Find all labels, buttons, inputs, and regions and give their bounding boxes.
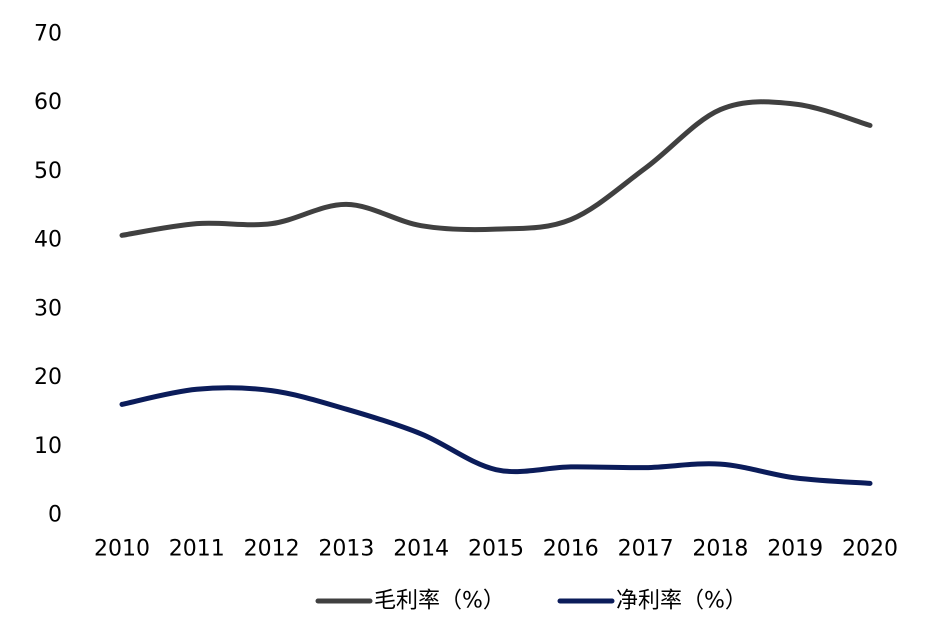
legend-item-0: 毛利率（%） bbox=[315, 589, 505, 614]
legend-item-1: 净利率（%） bbox=[557, 589, 747, 614]
legend-label: 毛利率（%） bbox=[374, 589, 505, 614]
x-tick-label: 2018 bbox=[692, 537, 748, 562]
x-tick-label: 2012 bbox=[244, 537, 300, 562]
x-tick-label: 2017 bbox=[618, 537, 674, 562]
y-tick-label: 40 bbox=[34, 228, 62, 253]
legend: 毛利率（%） 净利率（%） bbox=[315, 589, 747, 614]
x-tick-label: 2020 bbox=[842, 537, 898, 562]
x-tick-label: 2019 bbox=[767, 537, 823, 562]
x-tick-label: 2016 bbox=[543, 537, 599, 562]
y-tick-label: 70 bbox=[34, 22, 62, 47]
x-tick-label: 2010 bbox=[94, 537, 150, 562]
x-tick-label: 2015 bbox=[468, 537, 524, 562]
legend-label: 净利率（%） bbox=[616, 589, 747, 614]
y-tick-label: 50 bbox=[34, 159, 62, 184]
series-lines bbox=[119, 99, 873, 486]
x-axis-tick-labels: 2010 2011 2012 2013 2014 2015 2016 2017 2018 2019… bbox=[94, 537, 898, 562]
x-tick-label: 2014 bbox=[393, 537, 449, 562]
x-tick-label: 2013 bbox=[318, 537, 374, 562]
y-tick-label: 20 bbox=[34, 365, 62, 390]
y-tick-label: 60 bbox=[34, 90, 62, 115]
series-line-1 bbox=[119, 385, 873, 486]
y-axis-tick-labels: 0 10 20 30 40 50 60 70 bbox=[34, 22, 62, 528]
y-tick-label: 30 bbox=[34, 296, 62, 321]
x-tick-label: 2011 bbox=[169, 537, 225, 562]
series-line-0 bbox=[119, 99, 873, 238]
y-tick-label: 10 bbox=[34, 434, 62, 459]
y-tick-label: 0 bbox=[48, 503, 62, 528]
